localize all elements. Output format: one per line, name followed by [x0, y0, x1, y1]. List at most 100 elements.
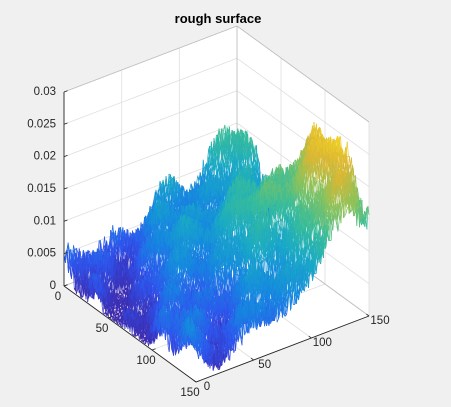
surface-edges [223, 140, 227, 144]
grid-line-wall-z [63, 122, 238, 190]
surface-edges [252, 180, 254, 193]
surface-edges [328, 139, 330, 142]
surface-edges [250, 168, 253, 175]
surface-edges [219, 200, 222, 211]
surface-edges [120, 240, 124, 263]
surface-edges [238, 136, 253, 145]
surface-edges [229, 133, 254, 153]
surface-edges [245, 185, 248, 192]
surface-edges [217, 128, 234, 137]
surface-edges [270, 179, 273, 184]
surface-edges [319, 129, 321, 142]
surface-edges [285, 182, 288, 187]
surface-edges [238, 169, 241, 183]
surface-edges [262, 182, 287, 190]
surface-edges [295, 163, 297, 173]
surface-edges [236, 135, 239, 146]
surface-edges [155, 204, 225, 217]
box-edge [236, 25, 370, 123]
surface-edges [217, 137, 220, 152]
surface-edges [246, 154, 249, 157]
surface-edges [100, 256, 125, 271]
surface-edges [211, 147, 242, 171]
surface-edges [237, 165, 240, 173]
surface-edges [227, 150, 260, 168]
surface-edges [206, 149, 209, 163]
surface-edges [236, 146, 239, 151]
surface-edges [167, 206, 219, 214]
grid-line-back-z [236, 57, 370, 155]
surface-edges [209, 146, 233, 165]
surface-edges [247, 151, 249, 155]
surface-edges [270, 183, 273, 192]
surface-edges [217, 167, 220, 174]
box-edge [63, 25, 238, 93]
surface-edges [117, 240, 120, 247]
surface-edges [192, 202, 195, 207]
surface-edges [225, 151, 257, 160]
surface-edges [239, 129, 242, 135]
surface-edges [167, 201, 202, 215]
surface-edges [242, 188, 293, 203]
surface-edges [232, 174, 235, 177]
surface-edges [324, 138, 335, 153]
surface-edges [238, 190, 240, 193]
surface-edges [111, 227, 139, 236]
surface-edges [112, 225, 115, 239]
surface-edges [223, 159, 256, 176]
surface-edges [269, 179, 271, 189]
surface-edges [287, 183, 290, 187]
surface-edges [103, 240, 138, 255]
surface-edges [279, 164, 282, 168]
surface-edges [320, 129, 324, 138]
surface-edges [288, 164, 291, 178]
surface-edges [100, 236, 142, 253]
surface-edges [316, 132, 319, 134]
surface-edges [122, 227, 125, 242]
surface-edges [245, 136, 248, 139]
surface-edges [223, 124, 226, 131]
surface-edges [338, 136, 341, 139]
surface-edges [188, 207, 191, 210]
surface-edges [269, 180, 294, 201]
surface-edges [218, 146, 248, 156]
surface-edges [291, 173, 294, 177]
surface-edges [296, 158, 299, 164]
surface-edges [218, 128, 243, 140]
surface-edges [102, 236, 105, 249]
surface-edges [119, 221, 146, 245]
grid-line-wall-z [63, 90, 238, 158]
surface-edges [246, 156, 249, 159]
surface-edges [323, 138, 332, 154]
surface-edges [231, 164, 250, 189]
surface-edges [266, 180, 269, 183]
surface-edges [307, 156, 310, 158]
surface-edges [237, 128, 244, 135]
surface-edges [225, 140, 229, 146]
surface-edges [320, 134, 323, 137]
surface-edges [307, 150, 310, 161]
surface-edges [225, 156, 228, 161]
surface-edges [281, 167, 283, 169]
surface-edges [136, 229, 139, 242]
surface-edges [246, 151, 252, 161]
surface-edges [335, 139, 338, 144]
surface-edges [347, 207, 349, 209]
surface-edges [323, 136, 325, 141]
surface-edges [289, 164, 292, 167]
surface-edges [220, 136, 252, 142]
surface-edges [157, 200, 226, 228]
surface-edges [251, 178, 254, 182]
surface-edges [312, 125, 320, 131]
surface-edges [251, 168, 254, 174]
surface-edges [233, 134, 236, 140]
surface-edges [273, 174, 297, 185]
surface-edges [233, 181, 236, 188]
surface-edges [212, 157, 238, 161]
grid-line-wall-z [63, 57, 238, 125]
surface-edges [243, 130, 246, 141]
surface-edges [235, 176, 238, 183]
surface-edges [243, 152, 247, 161]
